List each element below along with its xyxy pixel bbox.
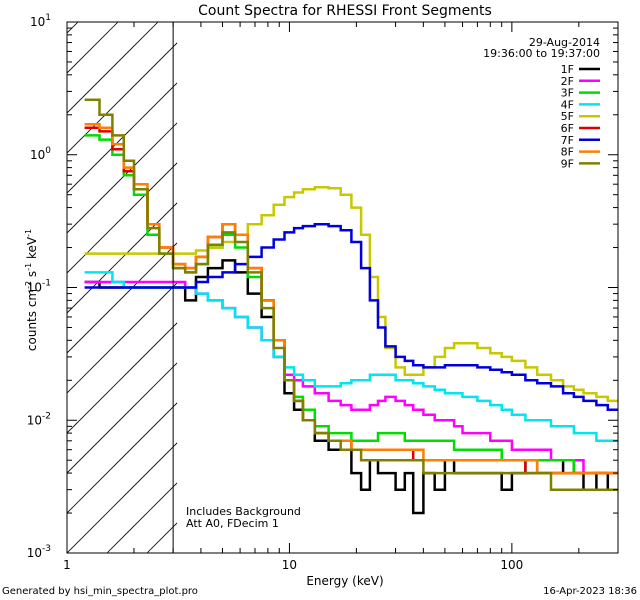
legend-label-5f: 5F: [561, 110, 574, 123]
y-tick-base: 10: [27, 546, 42, 560]
y-tick-label: 10-1: [27, 279, 51, 295]
y-tick-base: 10: [30, 148, 45, 162]
series-line-7f: [84, 222, 618, 411]
legend-label-6f: 6F: [561, 122, 574, 135]
series-line-3f: [84, 134, 618, 475]
y-tick-base: 10: [27, 413, 42, 427]
series-line-9f: [84, 98, 618, 491]
annotation-background: Includes Background: [186, 505, 301, 518]
hatch-line: [67, 402, 177, 514]
hatch-line: [67, 362, 177, 474]
series-line-5f: [84, 185, 618, 403]
y-label-part: counts cm: [25, 289, 39, 351]
time-range-label: 19:36:00 to 19:37:00: [483, 47, 600, 60]
legend-label-8f: 8F: [561, 146, 574, 159]
y-tick-exp: -2: [42, 411, 51, 421]
legend-label-1f: 1F: [561, 63, 574, 76]
y-label-exp: -1: [24, 263, 33, 271]
x-tick-label: 1: [63, 558, 71, 572]
y-tick-base: 10: [30, 15, 45, 29]
hatch-line: [67, 22, 159, 114]
y-tick-exp: -3: [42, 544, 51, 554]
y-tick-label: 101: [30, 13, 51, 29]
y-tick-label: 10-3: [27, 544, 51, 560]
hatch-line: [67, 282, 177, 394]
hatch-line: [67, 442, 177, 553]
axis-ticks: [66, 22, 619, 554]
series-layer: [84, 98, 618, 515]
x-tick-label: 100: [500, 558, 523, 572]
y-tick-exp: -1: [42, 279, 51, 289]
x-tick-labels: 1 10 100: [63, 558, 523, 572]
y-tick-exp: 1: [45, 13, 51, 23]
y-tick-exp: 0: [45, 146, 51, 156]
legend-label-2f: 2F: [561, 75, 574, 88]
y-axis-label: counts cm-2 s-1 keV-1: [24, 229, 39, 351]
legend-label-9f: 9F: [561, 157, 574, 170]
chart-title: Count Spectra for RHESSI Front Segments: [198, 3, 492, 19]
series-line-1f: [84, 259, 618, 515]
series-line-4f: [84, 271, 618, 443]
hatch-line: [67, 82, 177, 194]
y-label-part: keV: [25, 236, 39, 263]
y-label-exp: -1: [24, 229, 33, 237]
y-tick-label: 10-2: [27, 411, 51, 427]
date-label: 29-Aug-2014: [529, 36, 600, 49]
y-label-part: s: [25, 271, 39, 281]
x-tick-label: 10: [282, 558, 297, 572]
y-tick-label: 100: [30, 146, 51, 162]
footer-timestamp: 16-Apr-2023 18:36: [543, 586, 637, 597]
annotation-attenuator: Att A0, FDecim 1: [186, 517, 279, 530]
footer-generator: Generated by hsi_min_spectra_plot.pro: [2, 586, 198, 597]
legend-label-3f: 3F: [561, 87, 574, 100]
legend-label-4f: 4F: [561, 98, 574, 111]
hatch-line: [67, 42, 177, 154]
x-axis-label: Energy (keV): [306, 574, 383, 588]
hatch-line: [67, 242, 177, 354]
y-label-exp: -2: [24, 281, 33, 289]
y-tick-base: 10: [27, 281, 42, 295]
legend-label-7f: 7F: [561, 134, 574, 147]
